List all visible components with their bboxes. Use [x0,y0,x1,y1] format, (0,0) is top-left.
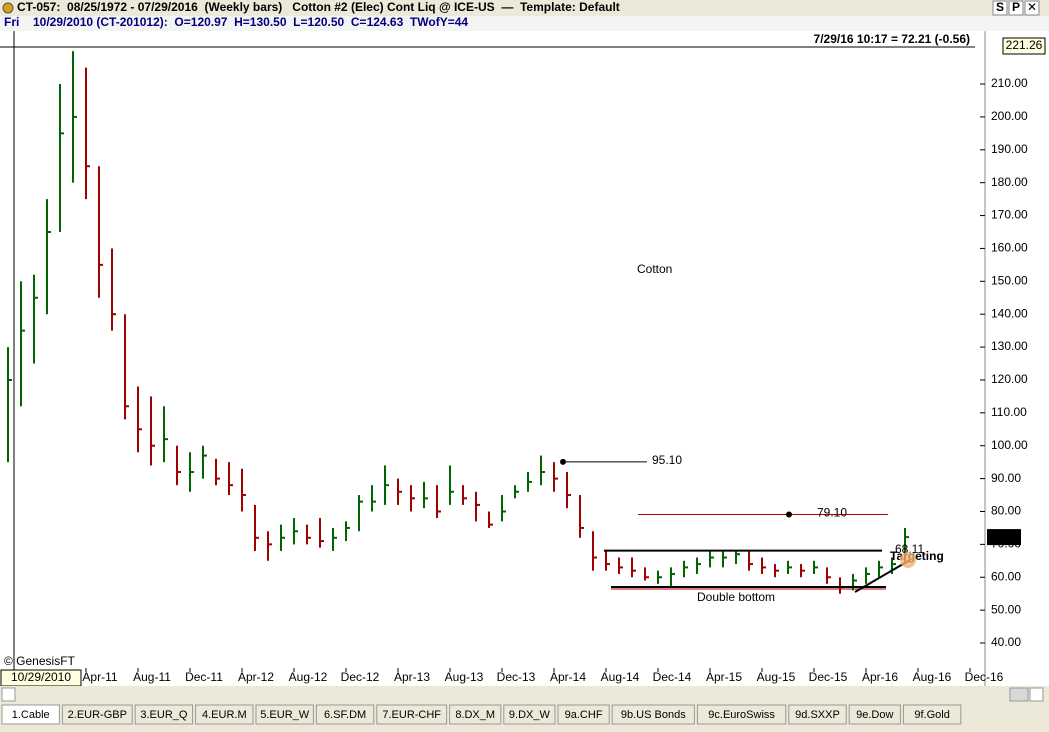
y-tick-label: 50.00 [991,602,1021,616]
tab-label[interactable]: 9f.Gold [914,709,949,721]
tab-label[interactable]: 3.EUR_Q [140,709,188,721]
y-tick-label: 110.00 [991,405,1027,419]
x-tick-label: Dec-14 [653,670,692,684]
y-tick-label: 40.00 [991,635,1021,649]
x-tick-label: Apr-13 [394,670,430,684]
x-tick-label: Apr-14 [550,670,586,684]
tab-label[interactable]: 4.EUR.M [202,709,247,721]
app-icon [2,2,14,14]
tab[interactable] [255,704,314,725]
y-tick-label: 200.00 [991,109,1028,123]
x-tick-label: Aug-13 [445,670,484,684]
quote: 7/29/16 10:17 = 72.21 (-0.56) [814,32,970,46]
x-tick-label: Apr-12 [238,670,274,684]
last-price: 72.21 [989,529,1019,543]
x-tick-label: Apr-16 [862,670,898,684]
y-tick-label: 120.00 [991,372,1028,386]
tab-label[interactable]: 1.Cable [12,709,50,721]
button[interactable] [992,0,1008,16]
tab[interactable] [61,704,133,725]
annotation: Targeting [890,549,944,563]
button[interactable] [1024,0,1040,16]
tab[interactable] [315,704,375,725]
level-dot [560,458,566,465]
axis-top-value: 221.26 [1006,38,1043,52]
target-marker [900,552,916,568]
x-tick-label: Aug-11 [133,670,171,684]
x-tick-label: Dec-15 [809,670,848,684]
tab[interactable] [902,704,962,725]
x-tick-label: Aug-12 [289,670,328,684]
window-title: CT-057: 08/25/1972 - 07/29/2016 (Weekly … [17,0,620,14]
scroll-thumb[interactable] [1009,687,1029,702]
tab-label[interactable]: 7.EUR-CHF [382,709,441,721]
x-tick-label: Dec-11 [185,670,223,684]
bar-info: 10/29/2010 (CT-201012): O=120.97 H=130.5… [33,15,468,29]
tab-label[interactable]: 9e.Dow [856,709,893,721]
tab[interactable] [848,704,901,725]
last-price-box [987,529,1021,546]
level-label: 68.11 [895,542,924,556]
day: Fri [4,15,19,29]
tab[interactable] [503,704,556,725]
tab-label[interactable]: 2.EUR-GBP [68,709,127,721]
annotation: Cotton [637,262,672,276]
x-tick-label: Apr-11 [82,670,117,684]
y-tick-label: 160.00 [991,241,1028,255]
x-tick-label: Aug-14 [601,670,640,684]
tab[interactable] [788,704,847,725]
level-label: 79.10 [817,506,847,520]
y-tick-label: 130.00 [991,339,1028,353]
tab[interactable] [449,704,502,725]
y-tick-label: 180.00 [991,175,1028,189]
level-label: 95.10 [652,453,682,467]
tab-label[interactable]: 5.EUR_W [260,709,310,721]
tab-label[interactable]: 8.DX_M [455,709,495,721]
x-tick-label: Aug-15 [757,670,796,684]
tab[interactable] [696,704,787,725]
scrollbar[interactable] [0,686,1049,703]
tab-label[interactable]: 9a.CHF [565,709,603,721]
y-tick-label: 140.00 [991,306,1028,320]
x-tick-label: Aug-16 [913,670,952,684]
y-tick-label: 100.00 [991,438,1028,452]
tab[interactable] [134,704,194,725]
y-tick-label: 80.00 [991,504,1021,518]
x-tick-label: Dec-13 [497,670,536,684]
tab-label[interactable]: 9b.US Bonds [621,709,686,721]
y-tick-label: 150.00 [991,273,1028,287]
axis-top-box [1002,37,1046,55]
scroll-right[interactable] [1029,687,1044,702]
copyright: © GenesisFT [4,654,76,668]
tab[interactable] [1,704,60,725]
button-label[interactable]: S [996,0,1004,14]
tab[interactable] [557,704,610,725]
level-dot [786,511,792,518]
tab-label[interactable]: 9.DX_W [509,709,551,721]
info-bar [0,16,1049,31]
tab[interactable] [611,704,695,725]
cursor-date: 10/29/2010 [11,670,71,684]
y-tick-label: 90.00 [991,471,1021,485]
y-tick-label: 60.00 [991,569,1021,583]
y-tick-label: 170.00 [991,208,1028,222]
button-label[interactable]: ✕ [1027,0,1037,14]
x-tick-label: Apr-15 [706,670,742,684]
tab[interactable] [376,704,448,725]
button-label[interactable]: P [1012,0,1020,14]
tab-label[interactable]: 9d.SXXP [795,709,840,721]
title-bar [0,0,1049,16]
scroll-left[interactable] [1,687,16,702]
x-tick-label: Dec-16 [965,670,1004,684]
tab-label[interactable]: 6.SF.DM [324,709,366,721]
trend-line [854,559,911,593]
tab[interactable] [195,704,254,725]
button[interactable] [1008,0,1024,16]
y-tick-label: 210.00 [991,76,1028,90]
x-tick-label: Dec-12 [341,670,380,684]
annotation: Double bottom [697,590,775,604]
y-tick-label: 190.00 [991,142,1028,156]
tab-label[interactable]: 9c.EuroSwiss [708,709,775,721]
